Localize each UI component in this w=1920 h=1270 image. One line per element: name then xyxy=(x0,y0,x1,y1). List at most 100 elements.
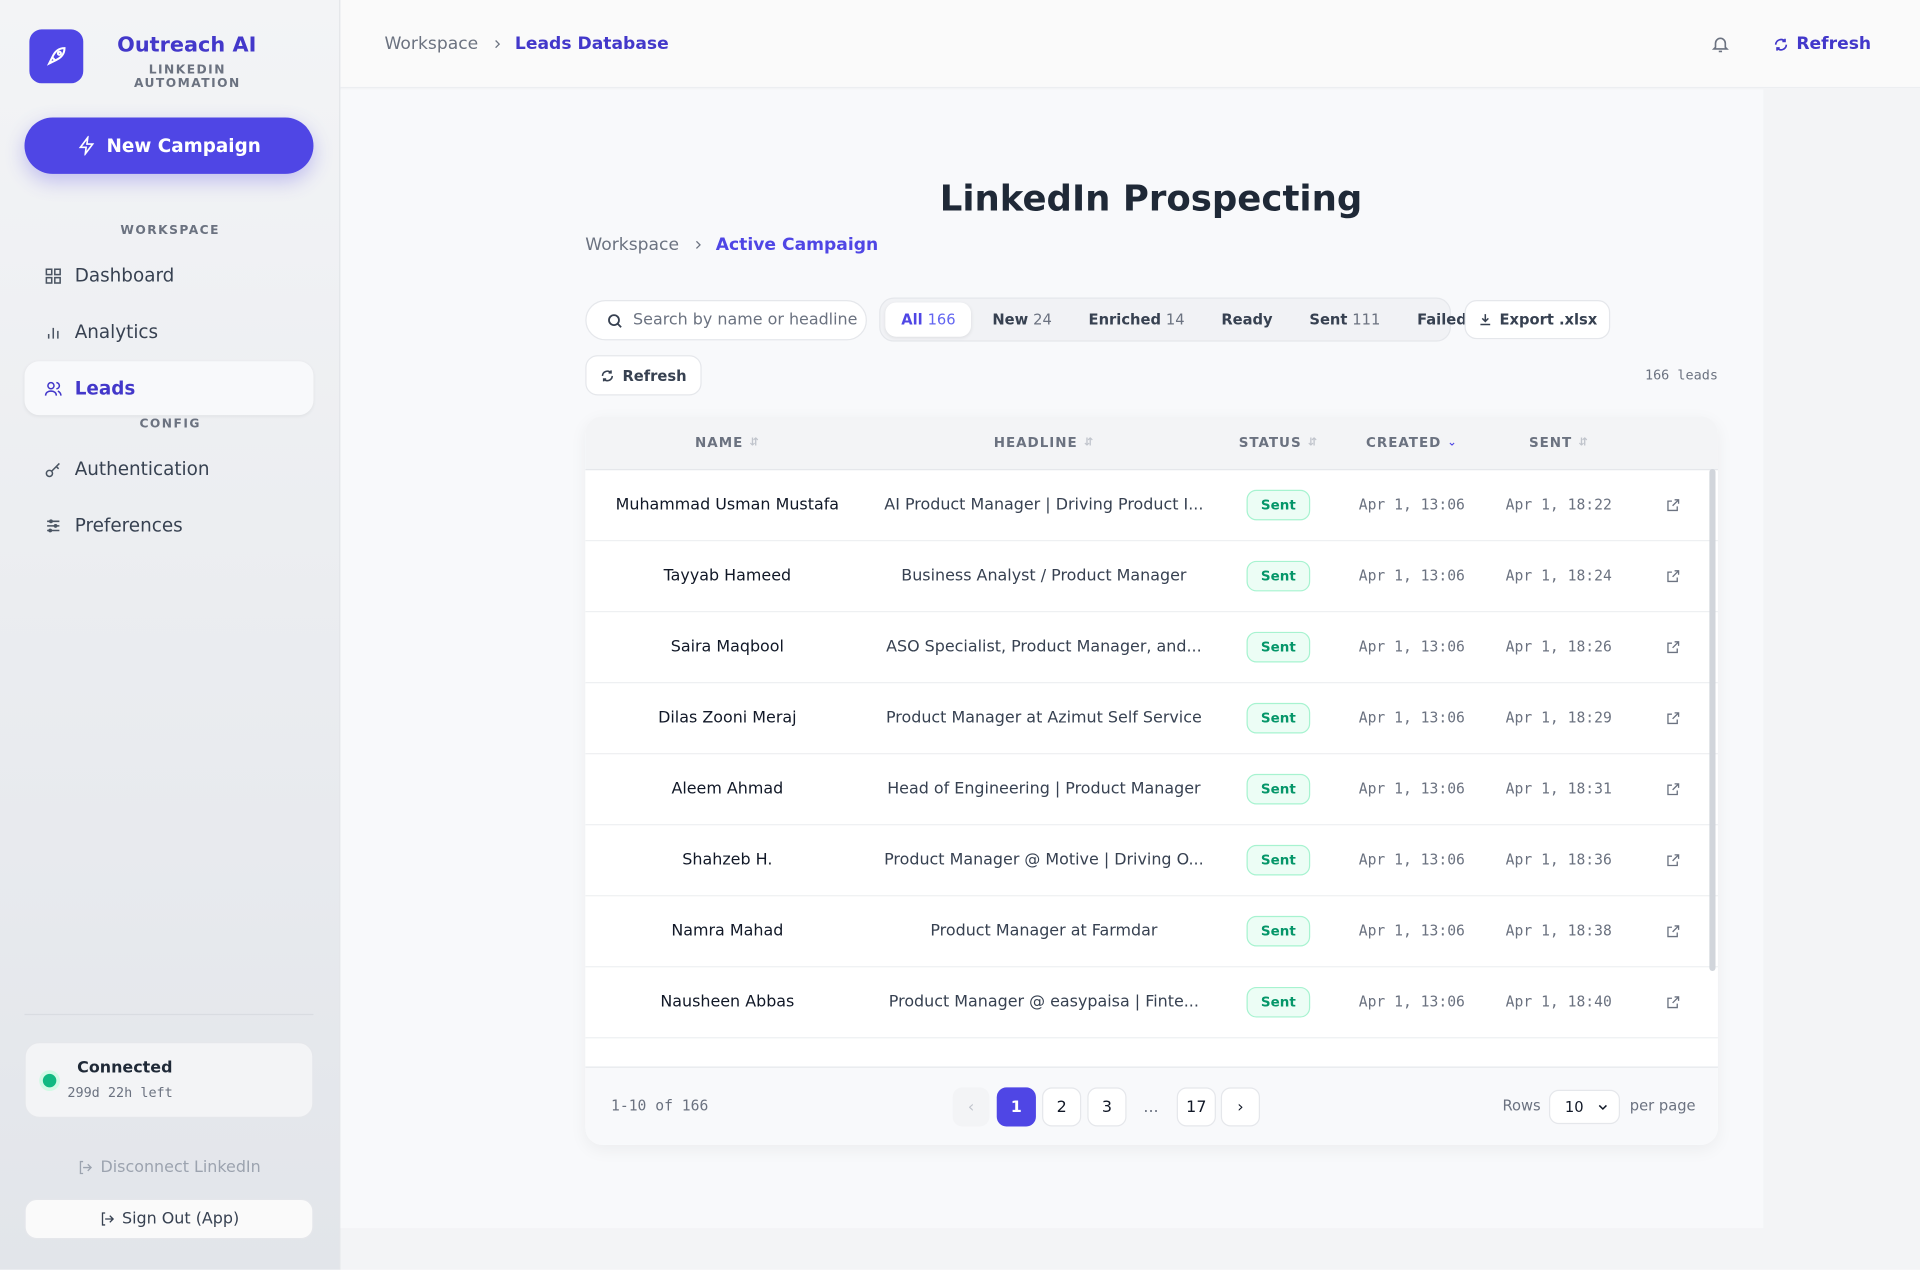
lead-name: Nausheen Abbas xyxy=(660,992,795,1011)
nav-label: Authentication xyxy=(74,457,210,481)
filter-name: Sent xyxy=(1309,311,1348,329)
page-button[interactable]: 17 xyxy=(1176,1087,1216,1127)
created-date: Apr 1, 13:06 xyxy=(1358,708,1465,727)
status-cell: Sent xyxy=(1198,966,1360,1037)
logo xyxy=(29,29,84,84)
open-profile-link[interactable] xyxy=(1657,824,1689,895)
created-date: Apr 1, 13:06 xyxy=(1358,495,1465,514)
brand-subtitle: LINKEDIN AUTOMATION xyxy=(133,63,241,91)
nav-item[interactable]: Dashboard xyxy=(24,249,313,303)
status-cell: Sent xyxy=(1198,824,1360,895)
header-refresh-label: Refresh xyxy=(1796,34,1872,54)
nav-label: Leads xyxy=(74,377,136,400)
export-label: Export .xlsx xyxy=(1499,311,1598,329)
nav-item[interactable]: Analytics xyxy=(24,305,313,359)
sort-icon: ⇵ xyxy=(749,436,760,449)
created-date: Apr 1, 13:06 xyxy=(1358,851,1465,869)
lead-name: Saira Maqbool xyxy=(670,637,784,656)
status-detail: 299d 22h left xyxy=(67,1084,173,1101)
new-campaign-button[interactable]: New Campaign xyxy=(24,117,314,174)
lead-headline: Product Manager @ Motive | Driving O... xyxy=(884,850,1204,869)
refresh-button[interactable]: Refresh xyxy=(585,355,702,396)
filter-tab[interactable]: Sent 111 xyxy=(1293,302,1396,336)
refresh-label: Refresh xyxy=(622,366,687,384)
open-profile-link[interactable] xyxy=(1657,540,1689,611)
filter-tab[interactable]: New 24 xyxy=(976,302,1067,336)
status-badge: Sent xyxy=(1246,915,1311,946)
filter-tab[interactable]: Ready xyxy=(1205,302,1288,336)
filter-tab[interactable]: All 166 xyxy=(885,302,972,337)
column-header[interactable]: HEADLINE ⇵ xyxy=(869,416,1218,469)
created-date: Apr 1, 13:06 xyxy=(1358,922,1465,940)
column-label: SENT xyxy=(1528,434,1573,451)
open-profile-link[interactable] xyxy=(1657,682,1689,753)
nav-label: Dashboard xyxy=(74,264,175,287)
created-date: Apr 1, 13:06 xyxy=(1358,780,1465,798)
export-button[interactable]: Export .xlsx xyxy=(1464,300,1611,340)
status-badge: Sent xyxy=(1246,631,1311,662)
filter-count: 111 xyxy=(1352,311,1381,329)
lead-name: Namra Mahad xyxy=(671,921,784,940)
filter-tab[interactable]: Enriched 14 xyxy=(1073,302,1201,336)
filter-name: Failed xyxy=(1417,311,1467,329)
next-page[interactable]: › xyxy=(1220,1087,1261,1127)
status-cell: Sent xyxy=(1198,895,1360,966)
lead-headline: AI Product Manager | Driving Product I..… xyxy=(884,495,1204,514)
chevron xyxy=(1598,1104,1607,1111)
open-profile-link[interactable] xyxy=(1657,753,1689,824)
table-row: Shahzeb H. Product Manager @ Motive | Dri… xyxy=(585,824,1718,897)
page-ellipsis[interactable]: ... xyxy=(1143,1097,1159,1117)
nav-label: Analytics xyxy=(74,320,159,343)
status-badge: Sent xyxy=(1246,773,1311,804)
table-footer: 1-10 of 166 ‹ 1 2 3... 17 › Rows 10 per page xyxy=(585,1066,1718,1145)
nav-section-label: CONFIG xyxy=(139,417,201,432)
leads-table: NAME ⇵ HEADLINE ⇵ STATUS ⇵ CREATED ⌄ SENT ⇵ Muhamm… xyxy=(585,416,1718,1145)
nav-icon xyxy=(45,462,60,477)
sidebar: Outreach AI LINKEDIN AUTOMATION New Camp… xyxy=(0,0,341,1270)
lead-name: Dilas Zooni Meraj xyxy=(658,708,797,727)
page-button[interactable]: 2 xyxy=(1042,1087,1082,1127)
nav-item[interactable]: Leads xyxy=(24,361,314,416)
page-button[interactable]: 1 xyxy=(996,1087,1036,1127)
rows-select[interactable]: 10 xyxy=(1548,1089,1621,1125)
sent-date: Apr 1, 18:24 xyxy=(1505,566,1612,585)
column-header[interactable]: NAME ⇵ xyxy=(585,416,869,469)
column-header[interactable]: SENT ⇵ xyxy=(1491,416,1626,469)
column-label: NAME xyxy=(695,434,744,451)
page-range: 1-10 of 166 xyxy=(611,1097,709,1115)
notifications-icon[interactable] xyxy=(1711,34,1731,54)
status-badge: Sent xyxy=(1246,489,1311,520)
open-profile-link[interactable] xyxy=(1657,966,1689,1037)
nav-label: Preferences xyxy=(74,514,183,537)
status-cell: Sent xyxy=(1198,611,1360,682)
lead-headline: Head of Engineering | Product Manager xyxy=(887,779,1201,798)
sent-date: Apr 1, 18:40 xyxy=(1505,993,1612,1011)
header-refresh[interactable]: Refresh xyxy=(1773,32,1871,56)
lead-headline: Product Manager @ easypaisa | Finte... xyxy=(888,992,1199,1011)
breadcrumb-item[interactable]: Workspace xyxy=(384,34,479,54)
status-dot xyxy=(42,1073,57,1088)
table-row: Muhammad Usman Mustafa AI Product Manager… xyxy=(585,469,1718,542)
column-header[interactable]: CREATED ⌄ xyxy=(1344,416,1479,469)
status-cell: Sent xyxy=(1198,469,1360,540)
column-label: STATUS xyxy=(1238,434,1302,451)
table-row: Aleem Ahmad Head of Engineering | Product… xyxy=(585,753,1718,826)
disconnect-link[interactable]: Disconnect LinkedIn xyxy=(24,1155,313,1179)
sign-out-button[interactable]: Sign Out (App) xyxy=(24,1198,314,1240)
nav-item[interactable]: Preferences xyxy=(24,498,313,552)
open-profile-link[interactable] xyxy=(1657,895,1689,966)
breadcrumb-item[interactable]: Workspace xyxy=(585,235,680,255)
page-button[interactable]: 3 xyxy=(1087,1087,1127,1127)
column-header[interactable]: STATUS ⇵ xyxy=(1198,416,1360,469)
prev-page[interactable]: ‹ xyxy=(952,1087,990,1127)
nav-item[interactable]: Authentication xyxy=(24,442,313,496)
search-box[interactable]: Search by name or headline xyxy=(585,300,867,341)
open-profile-link[interactable] xyxy=(1657,611,1689,682)
lead-name: Tayyab Hameed xyxy=(663,566,792,585)
status-badge: Sent xyxy=(1246,560,1311,591)
open-profile-link[interactable] xyxy=(1657,469,1689,540)
status-title: Connected xyxy=(77,1059,173,1078)
page-title: LinkedIn Prospecting xyxy=(939,177,1363,220)
